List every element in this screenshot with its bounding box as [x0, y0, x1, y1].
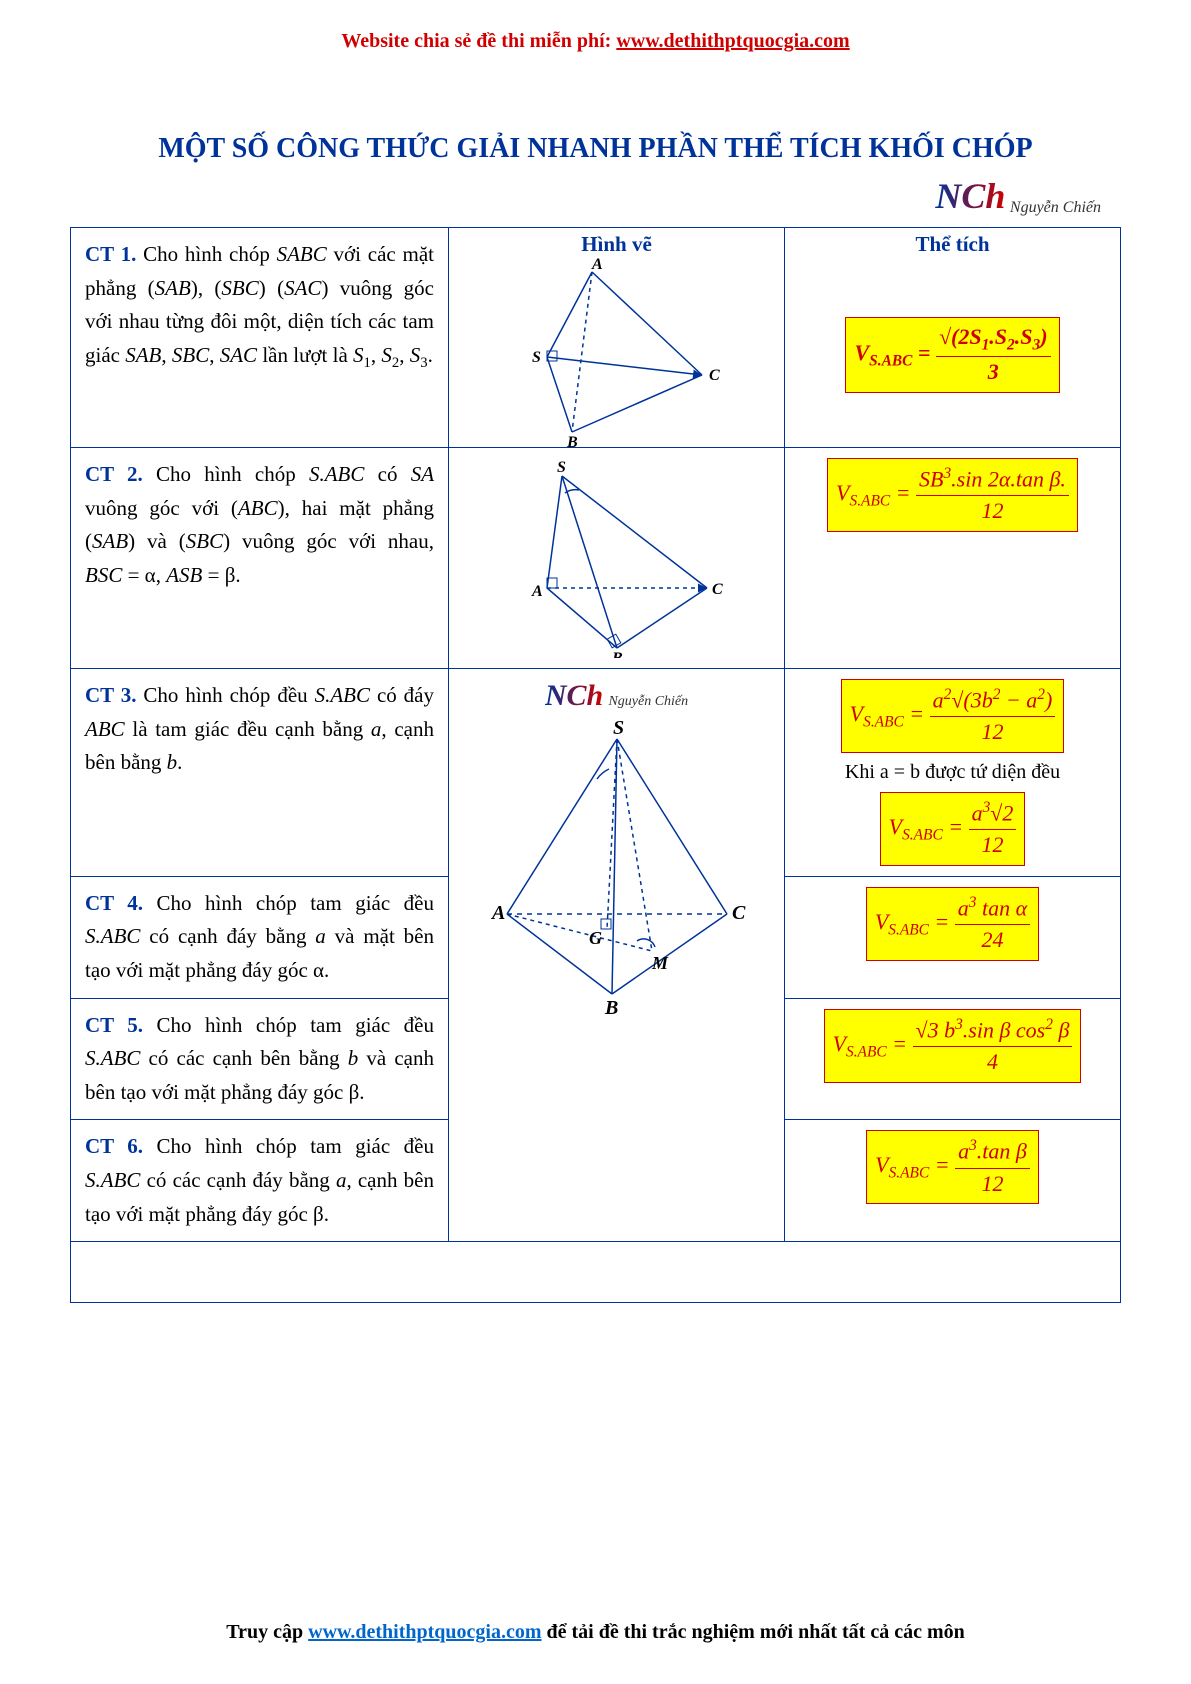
top-banner: Website chia sẻ đề thi miễn phí: www.det… [70, 30, 1121, 53]
ct5-label: CT 5. [85, 1013, 143, 1037]
ct3-extra-text: Khi a = b được tứ diện đều [799, 761, 1106, 784]
ct3-formula: VS.ABC = a2√(3b2 − a2)12 [841, 679, 1065, 753]
volume-header: Thể tích VS.ABC = √(2S1.S2.S3)3 [785, 228, 1121, 448]
author-badge: NCh Nguyễn Chiến [70, 175, 1101, 217]
figure-ct2: S A C B [487, 458, 747, 658]
formula-table: CT 1. Cho hình chóp SABC với các mặt phẳ… [70, 227, 1121, 1303]
figure-pyramid: S A C B G M [477, 719, 757, 1019]
ct3-desc-cell: CT 3. Cho hình chóp đều S.ABC có đáy ABC… [71, 669, 449, 877]
ct4-vol-cell: VS.ABC = a3 tan α24 [785, 876, 1121, 998]
footer: Truy cập www.dethithptquocgia.com để tải… [0, 1621, 1191, 1644]
volume-header-text: Thể tích [785, 232, 1120, 257]
ct2-formula: VS.ABC = SB3.sin 2α.tan β.12 [827, 458, 1078, 532]
svg-text:G: G [589, 928, 602, 948]
ct3-desc: Cho hình chóp đều S.ABC có đáy ABC là ta… [85, 683, 434, 774]
svg-text:S: S [532, 349, 541, 366]
footer-prefix: Truy cập [226, 1621, 308, 1643]
mini-author-badge: NCh Nguyễn Chiến [463, 679, 770, 713]
author-name: Nguyễn Chiến [1010, 199, 1101, 216]
ct4-desc-cell: CT 4. Cho hình chóp tam giác đều S.ABC c… [71, 876, 449, 998]
ct5-formula: VS.ABC = √3 b3.sin β cos2 β4 [824, 1009, 1082, 1083]
empty-row [71, 1242, 1121, 1303]
ct1-formula: VS.ABC = √(2S1.S2.S3)3 [845, 317, 1059, 393]
banner-link[interactable]: www.dethithptquocgia.com [616, 30, 849, 52]
ct6-desc-cell: CT 6. Cho hình chóp tam giác đều S.ABC c… [71, 1120, 449, 1242]
ct5-vol-cell: VS.ABC = √3 b3.sin β cos2 β4 [785, 998, 1121, 1120]
footer-suffix: để tải đề thi trắc nghiệm mới nhất tất c… [541, 1621, 964, 1643]
ct3-extra-formula: VS.ABC = a3√212 [880, 792, 1026, 866]
svg-text:B: B [566, 434, 578, 447]
author-logo: NCh [935, 175, 1005, 217]
figure-ct3-6-cell: NCh Nguyễn Chiến [449, 669, 785, 1242]
ct2-vol-cell: VS.ABC = SB3.sin 2α.tan β.12 [785, 448, 1121, 669]
svg-text:C: C [732, 902, 746, 924]
ct4-label: CT 4. [85, 891, 143, 915]
figure-header: Hình vẽ A S B C [449, 228, 785, 448]
ct3-label: CT 3. [85, 683, 136, 707]
ct4-formula: VS.ABC = a3 tan α24 [866, 887, 1039, 961]
ct1-desc-cell: CT 1. Cho hình chóp SABC với các mặt phẳ… [71, 228, 449, 448]
svg-text:M: M [651, 953, 669, 973]
figure-ct1: A S B C [487, 257, 747, 447]
ct5-desc-cell: CT 5. Cho hình chóp tam giác đều S.ABC c… [71, 998, 449, 1120]
svg-text:S: S [613, 719, 624, 739]
ct6-vol-cell: VS.ABC = a3.tan β12 [785, 1120, 1121, 1242]
ct2-label: CT 2. [85, 462, 143, 486]
footer-link[interactable]: www.dethithptquocgia.com [308, 1621, 541, 1643]
ct1-label: CT 1. [85, 242, 136, 266]
svg-text:A: A [490, 902, 505, 924]
svg-text:B: B [604, 997, 618, 1019]
figure-ct2-cell: S A C B [449, 448, 785, 669]
ct6-formula: VS.ABC = a3.tan β12 [866, 1130, 1039, 1204]
svg-text:A: A [591, 257, 603, 273]
ct6-label: CT 6. [85, 1134, 143, 1158]
banner-prefix: Website chia sẻ đề thi miễn phí: [341, 30, 616, 52]
svg-text:S: S [557, 459, 566, 476]
svg-text:C: C [712, 581, 723, 598]
svg-text:B: B [611, 650, 623, 658]
svg-text:C: C [709, 367, 720, 384]
svg-text:A: A [531, 583, 543, 600]
figure-header-text: Hình vẽ [449, 232, 784, 257]
ct2-desc-cell: CT 2. Cho hình chóp S.ABC có SA vuông gó… [71, 448, 449, 669]
ct1-desc: Cho hình chóp SABC với các mặt phẳng (SA… [85, 242, 434, 367]
ct3-vol-cell: VS.ABC = a2√(3b2 − a2)12 Khi a = b được … [785, 669, 1121, 877]
page-title: MỘT SỐ CÔNG THỨC GIẢI NHANH PHẦN THỂ TÍC… [70, 133, 1121, 165]
page: Website chia sẻ đề thi miễn phí: www.det… [0, 0, 1191, 1684]
